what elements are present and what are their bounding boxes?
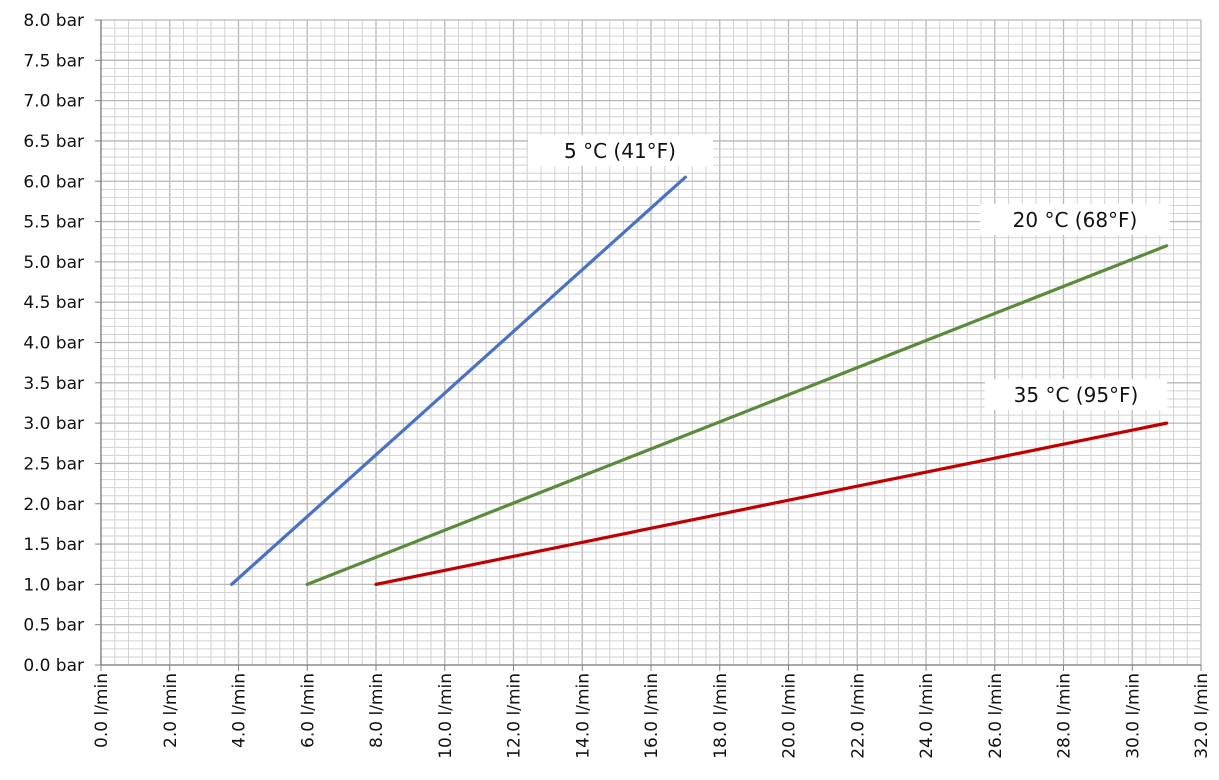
x-tick-label: 16.0 l/min bbox=[642, 673, 662, 759]
x-tick-label: 26.0 l/min bbox=[986, 673, 1006, 759]
y-tick-label: 7.5 bar bbox=[23, 51, 84, 71]
grid bbox=[100, 19, 1202, 666]
series-label-20c: 20 °C (68°F) bbox=[980, 204, 1170, 235]
y-tick-label: 0.0 bar bbox=[23, 656, 84, 676]
series-label-35c: 35 °C (95°F) bbox=[985, 379, 1167, 410]
x-tick-label: 8.0 l/min bbox=[367, 673, 387, 748]
series-lines bbox=[230, 175, 1169, 586]
x-tick-label: 10.0 l/min bbox=[436, 673, 456, 759]
y-tick-label: 1.5 bar bbox=[23, 535, 84, 555]
series-label-5c: 5 °C (41°F) bbox=[528, 135, 713, 166]
x-tick-label: 2.0 l/min bbox=[161, 673, 181, 748]
y-tick-label: 2.5 bar bbox=[23, 454, 84, 474]
series-label-20c-box bbox=[980, 204, 1170, 235]
y-tick-label: 0.5 bar bbox=[23, 616, 84, 636]
y-tick-label: 2.0 bar bbox=[23, 495, 84, 515]
series-label-35c-box bbox=[985, 379, 1167, 410]
y-tick-label: 3.0 bar bbox=[23, 414, 84, 434]
x-tick-label: 22.0 l/min bbox=[848, 673, 868, 759]
x-tick-label: 28.0 l/min bbox=[1055, 673, 1075, 759]
y-tick-label: 5.5 bar bbox=[23, 213, 84, 233]
x-axis-ticks: 0.0 l/min 2.0 l/min 4.0 l/min 6.0 l/min 8.0 … bbox=[92, 665, 1212, 759]
x-tick-label: 4.0 l/min bbox=[230, 673, 250, 748]
x-tick-label: 0.0 l/min bbox=[92, 673, 112, 748]
y-tick-label: 6.5 bar bbox=[23, 132, 84, 152]
series-line-2 bbox=[374, 421, 1169, 586]
series-label-5c-text: 5 °C (41°F) bbox=[564, 139, 676, 163]
series-label-35c-text: 35 °C (95°F) bbox=[1014, 383, 1139, 407]
y-tick-label: 4.0 bar bbox=[23, 334, 84, 354]
series-label-5c-box bbox=[528, 135, 713, 166]
x-tick-label: 12.0 l/min bbox=[505, 673, 525, 759]
y-tick-label: 5.0 bar bbox=[23, 253, 84, 273]
y-tick-label: 3.5 bar bbox=[23, 374, 84, 394]
x-tick-label: 24.0 l/min bbox=[917, 673, 937, 759]
y-tick-label: 4.5 bar bbox=[23, 293, 84, 313]
x-tick-label: 6.0 l/min bbox=[298, 673, 318, 748]
x-tick-label: 32.0 l/min bbox=[1192, 673, 1212, 759]
y-tick-label: 1.0 bar bbox=[23, 575, 84, 595]
x-tick-label: 20.0 l/min bbox=[780, 673, 800, 759]
series-line-1 bbox=[305, 244, 1169, 586]
y-tick-label: 6.0 bar bbox=[23, 172, 84, 192]
y-tick-label: 7.0 bar bbox=[23, 92, 84, 112]
x-tick-label: 18.0 l/min bbox=[711, 673, 731, 759]
y-axis-ticks: 0.0 bar 0.5 bar 1.0 bar 1.5 bar 2.0 bar 2.5 b… bbox=[23, 11, 101, 676]
x-tick-label: 14.0 l/min bbox=[573, 673, 593, 759]
series-label-20c-text: 20 °C (68°F) bbox=[1013, 208, 1138, 232]
y-tick-label: 8.0 bar bbox=[23, 11, 84, 31]
x-tick-label: 30.0 l/min bbox=[1123, 673, 1143, 759]
series-line-0 bbox=[230, 175, 687, 586]
